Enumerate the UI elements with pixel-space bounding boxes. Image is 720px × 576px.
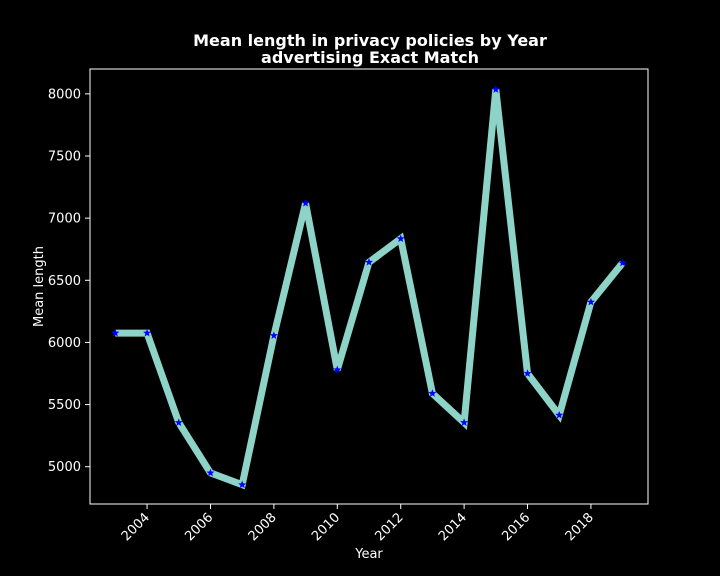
- data-point-2010: [333, 365, 342, 374]
- y-tick-label: 5500: [48, 398, 81, 413]
- data-point-2019: [618, 258, 627, 267]
- data-point-2008: [269, 331, 278, 339]
- plot-area-frame: [89, 68, 649, 505]
- data-point-2003: [111, 328, 120, 337]
- data-point-2005: [174, 418, 183, 426]
- y-tick-label: 5000: [48, 460, 81, 475]
- data-point-2017: [555, 410, 564, 419]
- y-tick-label: 6500: [48, 274, 81, 289]
- chart-title-line-1: Mean length in privacy policies by Year: [193, 31, 547, 50]
- y-tick-label: 6000: [48, 336, 81, 351]
- y-axis-ticks: 5000 5500 6000 6500 7000 7500 8000: [48, 87, 90, 475]
- x-axis-label: Year: [354, 547, 383, 562]
- data-point-2007: [238, 480, 247, 489]
- y-tick-label: 7500: [48, 150, 81, 165]
- data-point-2011: [365, 258, 373, 266]
- y-tick-label: 7000: [48, 212, 81, 227]
- data-point-2012: [396, 234, 405, 243]
- data-point-2016: [523, 369, 532, 377]
- data-point-2006: [206, 468, 215, 477]
- data-point-2009: [301, 199, 310, 207]
- data-point-2015: [491, 85, 500, 93]
- data-point-2004: [143, 328, 152, 337]
- y-tick-label: 8000: [48, 87, 81, 102]
- data-point-2018: [586, 297, 595, 306]
- data-point-2013: [428, 389, 437, 397]
- chart-title-line-2: advertising Exact Match: [261, 48, 479, 67]
- data-point-2014: [460, 418, 469, 426]
- y-axis-label: Mean length: [32, 246, 47, 327]
- data-point-markers: [111, 85, 627, 489]
